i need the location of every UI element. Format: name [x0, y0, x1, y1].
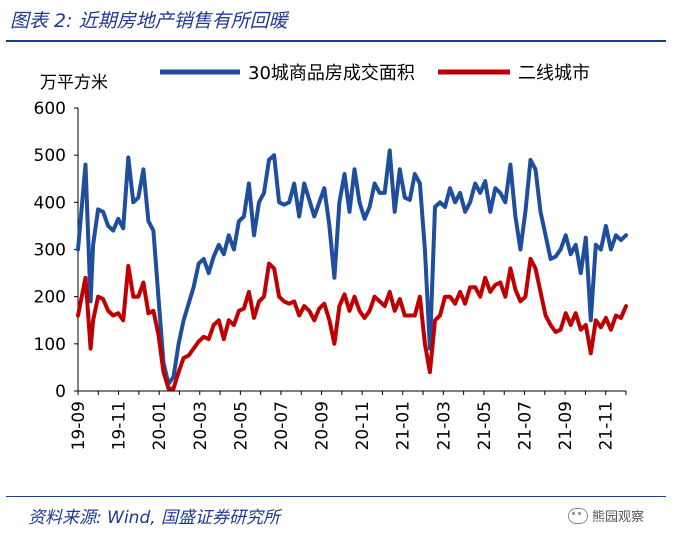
x-tick-label: 20-03 [191, 401, 211, 450]
figure-title: 图表 2: 近期房地产销售有所回暖 [10, 10, 288, 32]
y-tick-label: 600 [34, 99, 66, 119]
y-tick-label: 100 [34, 335, 66, 355]
y-axis-unit-label: 万平方米 [40, 73, 108, 93]
x-tick-label: 20-09 [313, 401, 333, 450]
legend-label-2: 二线城市 [518, 63, 590, 84]
x-tick-label: 21-11 [597, 401, 617, 450]
x-tick-label: 21-09 [556, 401, 576, 450]
x-tick-label: 20-07 [272, 401, 292, 450]
x-tick-label: 20-11 [353, 401, 373, 450]
source-rule [6, 496, 666, 497]
chart-legend: 30城商品房成交面积 二线城市 [160, 63, 590, 84]
line-chart: 0 100 200 300 400 500 600 19-09 19-11 20-01 20-03 2… [34, 63, 628, 450]
y-tick-label: 0 [55, 382, 66, 402]
series-line-2 [76, 256, 628, 391]
wechat-icon [568, 507, 588, 524]
watermark-text: 熊园观察 [592, 510, 645, 525]
x-tick-label: 20-01 [150, 401, 170, 450]
chart-ticks: 0 100 200 300 400 500 600 19-09 19-11 20-01 20-03 2… [34, 99, 627, 450]
series-line-1 [76, 148, 628, 386]
y-tick-label: 200 [34, 288, 66, 308]
x-tick-label: 21-01 [394, 401, 414, 450]
x-tick-label: 21-05 [475, 401, 495, 450]
watermark: 熊园观察 [568, 506, 644, 525]
x-tick-label: 20-05 [231, 401, 251, 450]
y-tick-label: 500 [34, 146, 66, 166]
y-tick-label: 400 [34, 193, 66, 213]
source-note: 资料来源: Wind, 国盛证券研究所 [28, 508, 281, 528]
title-rule [6, 40, 666, 42]
x-tick-label: 21-03 [434, 401, 454, 450]
x-tick-label: 19-09 [69, 401, 89, 450]
legend-label-1: 30城商品房成交面积 [248, 63, 415, 84]
y-tick-label: 300 [34, 241, 66, 261]
chart-lines [76, 148, 628, 391]
x-tick-label: 19-11 [110, 401, 130, 450]
x-tick-label: 21-07 [516, 401, 536, 450]
